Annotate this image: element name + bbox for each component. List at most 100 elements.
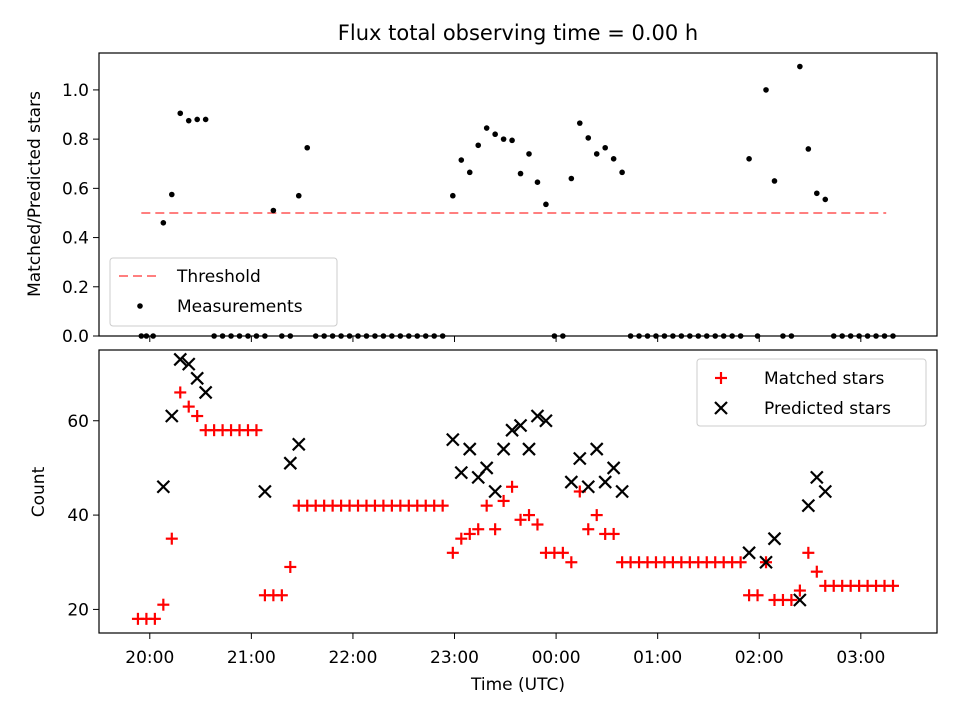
x-axis-label: Time (UTC) — [470, 675, 565, 695]
measurement-point — [568, 175, 575, 182]
measurement-point — [138, 333, 145, 339]
predicted-star-stroke-b — [589, 442, 604, 456]
matched-stars-points — [131, 386, 899, 625]
predicted-star-stroke-b — [573, 451, 587, 466]
predicted-star-point — [581, 480, 596, 494]
predicted-star-stroke-b — [598, 475, 612, 489]
ratio-y-tick-label: 1.0 — [62, 81, 89, 101]
predicted-star-stroke-b — [165, 409, 179, 423]
matched-star-point — [250, 424, 263, 437]
predicted-star-stroke-b — [513, 418, 528, 433]
measurement-point — [219, 333, 226, 339]
measurement-point — [262, 333, 268, 339]
predicted-star-point — [801, 498, 816, 513]
measurement-point — [627, 333, 634, 339]
legend-measurements-swatch — [137, 303, 143, 309]
matched-star-point — [506, 480, 519, 493]
measurement-point — [543, 201, 549, 208]
matched-star-point — [886, 579, 899, 592]
count-y-axis-label: Count — [29, 466, 49, 517]
measurement-point — [397, 333, 404, 339]
predicted-star-stroke-b — [810, 470, 824, 485]
predicted-star-stroke-b — [801, 498, 816, 513]
measurement-point — [780, 333, 786, 339]
matched-star-point — [489, 523, 502, 536]
ratio-y-ticks: 0.0 0.2 0.4 0.6 0.8 1.0 — [62, 81, 99, 347]
matched-star-point — [148, 612, 161, 625]
count-x-ticks: 20:00 21:00 22:00 23:00 00:00 01:00 02:00 03:00 — [125, 633, 885, 668]
matched-star-point — [174, 386, 187, 399]
predicted-star-stroke-b — [615, 484, 629, 499]
predicted-star-stroke-b — [818, 484, 833, 499]
matched-star-point — [157, 598, 170, 611]
measurement-point — [585, 135, 592, 141]
measurement-point — [576, 120, 583, 126]
measurement-point — [389, 333, 395, 339]
predicted-star-point — [173, 352, 188, 367]
matched-star-point — [165, 532, 178, 545]
measurement-point — [814, 190, 820, 197]
predicted-star-stroke-b — [496, 442, 511, 456]
predicted-star-point — [479, 461, 494, 475]
measurement-point — [890, 333, 896, 339]
measurement-point — [202, 116, 209, 123]
predicted-star-point — [759, 555, 773, 570]
predicted-star-stroke-b — [156, 480, 171, 494]
ratio-y-tick-label: 0.2 — [62, 278, 89, 298]
measurement-point — [670, 333, 676, 339]
predicted-star-stroke-b — [530, 409, 545, 423]
predicted-star-point — [606, 461, 621, 475]
measurement-point — [873, 333, 879, 339]
predicted-star-point — [446, 432, 460, 447]
matched-star-point — [523, 509, 536, 522]
predicted-star-point — [454, 465, 469, 480]
measurement-point — [712, 333, 719, 339]
measurement-point — [168, 191, 175, 198]
measurement-point — [500, 136, 507, 142]
predicted-star-stroke-b — [606, 461, 621, 475]
matched-star-point — [455, 532, 468, 545]
predicted-star-stroke-b — [522, 442, 536, 456]
predicted-star-stroke-b — [793, 593, 807, 607]
measurement-point — [475, 142, 482, 149]
measurement-point — [492, 131, 498, 138]
count-x-tick-label: 03:00 — [836, 648, 885, 668]
predicted-star-point — [589, 442, 604, 456]
count-panel: 20 40 60 20:00 21:00 22:00 23:00 00:00 01:00 02:… — [29, 349, 938, 695]
predicted-star-point — [496, 442, 511, 456]
count-x-tick-label: 00:00 — [532, 648, 581, 668]
measurement-point — [653, 333, 659, 339]
measurement-point — [602, 144, 608, 151]
predicted-star-point — [793, 593, 807, 607]
measurement-point — [763, 87, 769, 93]
measurement-point — [695, 333, 702, 339]
measurement-point — [329, 333, 336, 339]
predicted-star-point — [198, 385, 213, 400]
measurement-point — [534, 179, 541, 185]
predicted-star-stroke-b — [462, 442, 477, 456]
ratio-panel: 0.0 0.2 0.4 0.6 0.8 1.0 Matched/Predicted sta… — [25, 52, 938, 347]
measurement-point — [160, 220, 167, 226]
predicted-star-stroke-b — [742, 546, 756, 560]
measurement-point — [847, 333, 854, 339]
measurement-point — [703, 333, 710, 339]
measurement-point — [593, 151, 600, 157]
measurement-point — [610, 156, 617, 162]
matched-star-point — [497, 494, 510, 507]
measurement-point — [338, 333, 344, 339]
matched-star-point — [793, 584, 806, 597]
predicted-star-point — [767, 531, 782, 546]
measurement-point — [253, 333, 260, 339]
matched-star-point — [734, 556, 747, 569]
predicted-star-point — [258, 484, 272, 499]
matched-star-point — [802, 546, 815, 559]
count-x-tick-label: 20:00 — [125, 648, 174, 668]
predicted-star-stroke-b — [759, 555, 773, 570]
predicted-star-point — [615, 484, 629, 499]
predicted-star-stroke-b — [581, 480, 596, 494]
measurement-point — [746, 156, 752, 162]
measurement-point — [687, 333, 693, 339]
matched-star-point — [463, 527, 476, 540]
measurement-point — [517, 170, 524, 177]
